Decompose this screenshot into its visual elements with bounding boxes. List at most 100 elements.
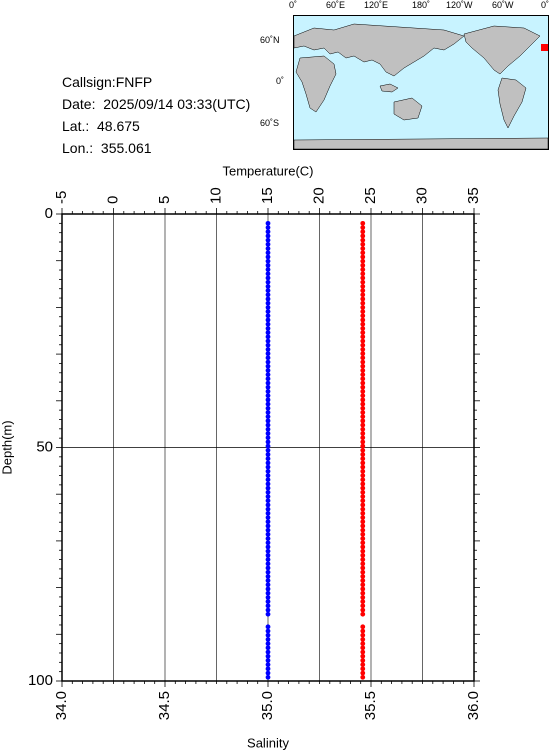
salinity-point xyxy=(360,241,366,247)
temperature-point xyxy=(265,342,271,348)
temperature-point xyxy=(265,355,271,361)
temperature-point xyxy=(265,359,271,365)
salinity-point xyxy=(360,523,366,529)
map-lon-label: 60˚E xyxy=(326,0,346,10)
temperature-point xyxy=(265,376,271,382)
salinity-point xyxy=(360,641,366,647)
temperature-point xyxy=(265,389,271,394)
salinity-point xyxy=(360,599,366,605)
temperature-point xyxy=(265,288,271,293)
salinity-point xyxy=(360,321,366,327)
temperature-point xyxy=(265,410,271,415)
temperature-point xyxy=(265,536,271,541)
salinity-point xyxy=(360,527,366,533)
temperature-point xyxy=(265,338,271,344)
salinity-point xyxy=(360,439,366,445)
salinity-point xyxy=(360,313,366,319)
salinity-point xyxy=(360,552,366,558)
temperature-point xyxy=(265,473,271,478)
salinity-point xyxy=(360,363,366,369)
salinity-point xyxy=(360,292,366,298)
top-tick-label: 20 xyxy=(310,187,327,204)
north-america-landmass xyxy=(463,25,541,75)
salinity-point xyxy=(360,473,366,478)
temperature-point xyxy=(265,372,271,378)
salinity-point xyxy=(360,557,366,562)
latitude-text: Lat.: 48.675 xyxy=(62,118,140,134)
salinity-point xyxy=(360,435,366,441)
salinity-point xyxy=(360,603,366,609)
salinity-point xyxy=(360,544,366,550)
salinity-point xyxy=(360,355,366,361)
temperature-point xyxy=(265,283,271,289)
salinity-point xyxy=(360,452,366,457)
salinity-point xyxy=(360,258,366,264)
salinity-point xyxy=(360,422,366,428)
temperature-point xyxy=(265,368,271,373)
salinity-point xyxy=(360,326,366,331)
salinity-point xyxy=(360,330,366,336)
salinity-point xyxy=(360,658,366,663)
temperature-point xyxy=(265,254,271,260)
salinity-point xyxy=(360,372,366,378)
temperature-point xyxy=(265,305,271,310)
temperature-point xyxy=(265,347,271,352)
temperature-point xyxy=(265,569,271,575)
temperature-point xyxy=(265,578,271,583)
temperature-point xyxy=(265,456,271,462)
salinity-point xyxy=(360,309,366,315)
salinity-point xyxy=(360,464,366,470)
salinity-point xyxy=(360,296,366,302)
salinity-point xyxy=(360,334,366,340)
temperature-point xyxy=(265,548,271,554)
temperature-point xyxy=(265,439,271,445)
salinity-point xyxy=(360,649,366,655)
temperature-point xyxy=(265,540,271,546)
salinity-point xyxy=(360,254,366,260)
salinity-point xyxy=(360,506,366,512)
top-tick-label: 10 xyxy=(207,187,224,204)
salinity-point xyxy=(360,233,366,239)
temperature-point xyxy=(265,468,271,474)
chart-ticks xyxy=(56,208,480,687)
salinity-point xyxy=(360,611,366,617)
temperature-point xyxy=(265,586,271,592)
depth-tick-label: 50 xyxy=(36,438,53,455)
temperature-point xyxy=(265,658,271,663)
salinity-point xyxy=(360,489,366,495)
salinity-point xyxy=(360,632,366,638)
salinity-point xyxy=(360,237,366,243)
temperature-point xyxy=(265,452,271,457)
temperature-point xyxy=(265,447,271,453)
temperature-point xyxy=(265,464,271,470)
temperature-point xyxy=(265,632,271,638)
salinity-point xyxy=(360,279,366,285)
temperature-point xyxy=(265,220,271,226)
temperature-point xyxy=(265,527,271,533)
temperature-point xyxy=(265,321,271,327)
salinity-point xyxy=(360,578,366,583)
map-lon-label: 0˚ xyxy=(541,0,550,10)
salinity-point xyxy=(360,267,366,272)
map-lat-label: 60˚S xyxy=(260,118,280,128)
temperature-point xyxy=(265,599,271,605)
salinity-point xyxy=(360,246,366,251)
salinity-point xyxy=(360,653,366,659)
top-tick-label: 5 xyxy=(156,196,173,204)
temperature-point xyxy=(265,443,271,449)
salinity-point xyxy=(360,342,366,348)
temperature-point xyxy=(265,523,271,529)
temperature-point xyxy=(265,422,271,428)
antarctica-landmass xyxy=(294,137,548,149)
salinity-point xyxy=(360,456,366,462)
top-tick-label: -5 xyxy=(53,191,70,204)
salinity-point xyxy=(360,468,366,474)
temperature-point xyxy=(265,241,271,247)
salinity-point xyxy=(360,225,366,230)
salinity-axis-label: Salinity xyxy=(247,735,289,750)
temperature-point xyxy=(265,519,271,525)
australia-landmass xyxy=(393,97,423,121)
salinity-point xyxy=(360,670,366,676)
